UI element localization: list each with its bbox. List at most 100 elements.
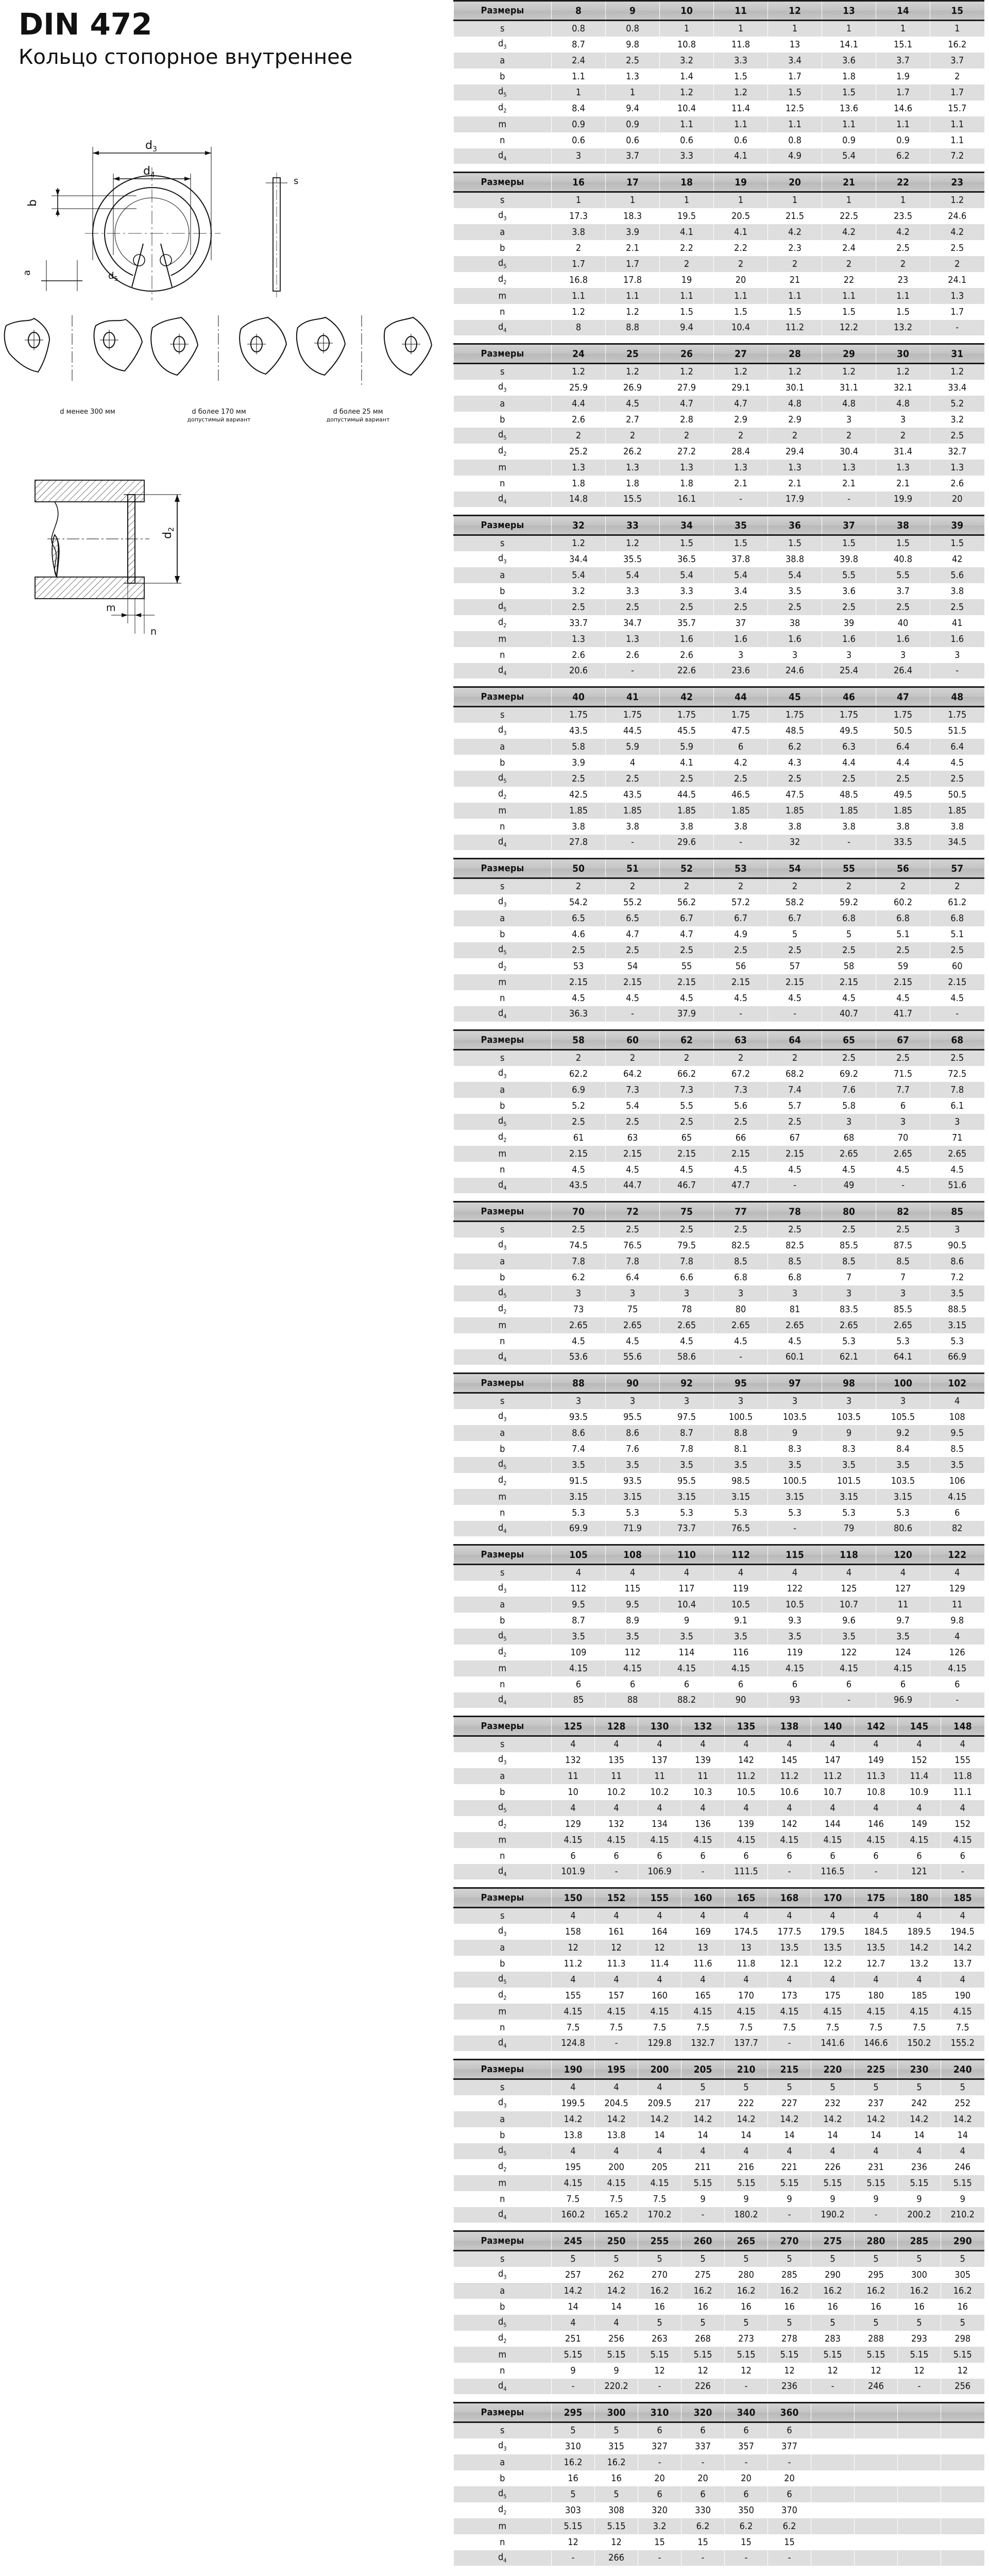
column-header-sizes-label: Размеры bbox=[453, 172, 552, 193]
cell-d3: 119 bbox=[713, 1580, 768, 1597]
cell-s: 6 bbox=[681, 2422, 725, 2438]
cell-a: 14.2 bbox=[811, 2111, 855, 2127]
dimension-table: Размеры 190 195 200 205 210 215 220 225 230 240 s 4 4… bbox=[453, 2059, 984, 2223]
cell-d5: 2.5 bbox=[930, 599, 984, 615]
cell-b: 11.3 bbox=[594, 1955, 638, 1972]
column-header-size: 128 bbox=[594, 1716, 638, 1737]
cell-m: 5.15 bbox=[941, 2175, 984, 2191]
cell-d5: 2 bbox=[876, 427, 930, 444]
table-row: m 1.3 1.3 1.3 1.3 1.3 1.3 1.3 1.3 bbox=[453, 459, 984, 476]
cell-d3: 90.5 bbox=[930, 1237, 984, 1253]
row-label-d5: d5 bbox=[453, 256, 552, 272]
row-label-d2: d2 bbox=[453, 1301, 552, 1317]
cell-d4: - bbox=[605, 834, 660, 851]
column-header-size: 17 bbox=[605, 172, 660, 193]
cell-a: 4.7 bbox=[713, 395, 768, 412]
cell-s: 4 bbox=[724, 1736, 768, 1752]
cell-d4: 266 bbox=[594, 2550, 638, 2566]
cell-m: 2.15 bbox=[551, 1145, 606, 1162]
cell-d5: 3 bbox=[876, 1285, 930, 1301]
cell-b: 14 bbox=[594, 2298, 638, 2315]
cell-n: 3.8 bbox=[713, 818, 768, 835]
cell-n: 9 bbox=[594, 2362, 638, 2379]
table-row: a 11 11 11 11 11.2 11.2 11.2 11.3 11.4 11.8 bbox=[453, 1768, 984, 1784]
cell-s: 5 bbox=[681, 2079, 725, 2095]
cell-d4: 3.7 bbox=[605, 148, 660, 164]
cell-b: 6.6 bbox=[659, 1269, 714, 1285]
table-row: d2 91.5 93.5 95.5 98.5 100.5 101.5 103.5 106 bbox=[453, 1472, 984, 1489]
dimension-table: Размеры 8 9 10 11 12 13 14 15 s 0.8 0.8 1 1 1 1 1 1 d3 8.7 9… bbox=[453, 0, 984, 164]
cell-b: 7.4 bbox=[551, 1440, 606, 1457]
cell-d5: 3.5 bbox=[768, 1628, 822, 1645]
cell-d2: 11.4 bbox=[713, 100, 768, 116]
cell-n: 5.3 bbox=[876, 1504, 930, 1521]
cell-d5: 4 bbox=[638, 2143, 681, 2159]
column-header-size: 240 bbox=[941, 2059, 984, 2080]
cell-d5: 2 bbox=[659, 256, 714, 272]
cell-d3: 252 bbox=[941, 2095, 984, 2111]
cell-s: 2 bbox=[876, 878, 930, 894]
table-row: d5 5 5 6 6 6 6 bbox=[453, 2486, 984, 2502]
cell-d2: 60 bbox=[930, 958, 984, 974]
table-row: a 16.2 16.2- - - - bbox=[453, 2454, 984, 2470]
cell-d3: 105.5 bbox=[876, 1409, 930, 1425]
cell-d2: 66 bbox=[713, 1129, 768, 1146]
cell-d5: 3 bbox=[822, 1285, 876, 1301]
cell-d2: 149 bbox=[897, 1816, 941, 1832]
cell-a: 6 bbox=[713, 738, 768, 755]
cell-n: 1.5 bbox=[659, 303, 714, 320]
cell-d5: 2.5 bbox=[768, 1113, 822, 1130]
cell-n: 4.5 bbox=[605, 990, 660, 1006]
dimension-table-block: Размеры 295 300 310 320 340 360 s 5 5 6 6 6 6 d3 310 315… bbox=[453, 2402, 984, 2566]
row-label-n: n bbox=[453, 2534, 552, 2550]
cell-d5: 4 bbox=[941, 1971, 984, 1988]
table-row: d5 3.5 3.5 3.5 3.5 3.5 3.5 3.5 3.5 bbox=[453, 1456, 984, 1473]
table-row: d4 53.6 55.6 58.6-60.1 62.1 64.1 66.9 bbox=[453, 1349, 984, 1365]
cell-n: 12 bbox=[897, 2362, 941, 2379]
cell-d3: 125 bbox=[822, 1580, 876, 1597]
cell-d2: 185 bbox=[897, 1987, 941, 2004]
table-row: n 2.6 2.6 2.6 3 3 3 3 3 bbox=[453, 647, 984, 663]
cell-b: 14 bbox=[681, 2127, 725, 2143]
cell-m: 4.15 bbox=[768, 2003, 811, 2020]
cell-d3: 60.2 bbox=[876, 894, 930, 910]
cell-m bbox=[811, 2518, 855, 2534]
row-label-s: s bbox=[453, 1907, 552, 1924]
cell-m: 3.2 bbox=[638, 2518, 681, 2534]
cell-d5: 2 bbox=[551, 427, 606, 444]
column-header-size: 10 bbox=[659, 0, 714, 21]
cell-d4: 25.4 bbox=[822, 663, 876, 679]
cell-b: 5.1 bbox=[930, 926, 984, 942]
cell-s: 4 bbox=[941, 1736, 984, 1752]
cell-d4: 146.6 bbox=[854, 2035, 898, 2052]
row-label-n: n bbox=[453, 132, 552, 148]
cell-d3: 31.1 bbox=[822, 379, 876, 396]
cell-n: 4.5 bbox=[713, 1161, 768, 1178]
cell-d3: 232 bbox=[811, 2095, 855, 2111]
column-header-size: 168 bbox=[768, 1887, 811, 1908]
cell-d4: - bbox=[768, 1006, 822, 1022]
cell-m: 4.15 bbox=[551, 1660, 606, 1676]
cell-d2 bbox=[854, 2502, 898, 2518]
cell-s: 4 bbox=[713, 1564, 768, 1581]
cell-b: 1.1 bbox=[551, 68, 606, 84]
cell-d3: 161 bbox=[594, 1923, 638, 1940]
row-label-d5: d5 bbox=[453, 84, 552, 100]
cell-d4: - bbox=[930, 1006, 984, 1022]
column-header-size: 220 bbox=[811, 2059, 855, 2080]
dimension-table: Размеры 125 128 130 132 135 138 140 142 145 148 s 4 4… bbox=[453, 1716, 984, 1880]
cell-a: 8.6 bbox=[605, 1425, 660, 1441]
cell-a: 8.6 bbox=[551, 1425, 606, 1441]
cell-m: 5.15 bbox=[768, 2175, 811, 2191]
cell-s: 4 bbox=[897, 1907, 941, 1924]
dimension-table: Размеры 32 33 34 35 36 37 38 39 s 1.2 1.2 1.5 1.5 1.5 1… bbox=[453, 515, 984, 679]
row-label-m: m bbox=[453, 631, 552, 647]
cell-d5: 1.7 bbox=[876, 84, 930, 100]
cell-d2: 44.5 bbox=[659, 786, 714, 803]
table-row: d3 74.5 76.5 79.5 82.5 82.5 85.5 87.5 90.5 bbox=[453, 1237, 984, 1253]
cell-a bbox=[941, 2454, 984, 2470]
cell-m: 1.1 bbox=[713, 116, 768, 132]
cell-n: 1.5 bbox=[713, 303, 768, 320]
column-header-size: 38 bbox=[876, 515, 930, 536]
cell-m: 4.15 bbox=[876, 1660, 930, 1676]
